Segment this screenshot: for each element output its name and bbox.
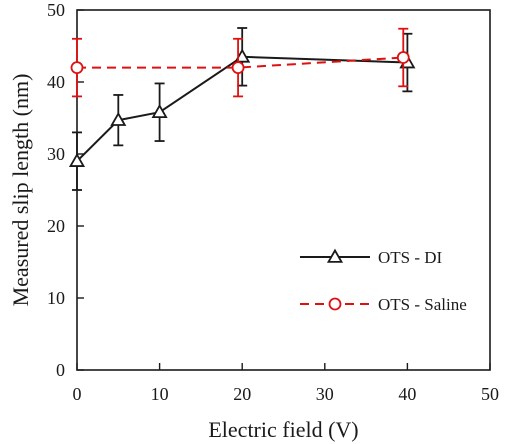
x-tick-label: 20 — [233, 384, 251, 404]
y-tick-label: 50 — [47, 0, 65, 20]
x-tick-label: 50 — [481, 384, 499, 404]
y-tick-label: 10 — [47, 288, 65, 308]
legend-marker-ots-saline — [328, 297, 342, 311]
y-tick-label: 30 — [47, 144, 65, 164]
ots-saline-line — [77, 56, 404, 69]
x-tick-label: 40 — [398, 384, 416, 404]
ots-saline-point — [70, 61, 84, 74]
legend-label-ots-saline: OTS - Saline — [378, 295, 467, 314]
x-tick-label: 30 — [316, 384, 334, 404]
ots-saline-point — [396, 51, 410, 64]
x-axis-title: Electric field (V) — [208, 417, 358, 442]
legend-marker-ots-di — [326, 248, 344, 263]
x-tick-label: 10 — [151, 384, 169, 404]
y-tick-label: 20 — [47, 216, 65, 236]
ots-di-point — [68, 152, 86, 167]
y-tick-label: 0 — [56, 360, 65, 380]
plot-area: 0 10 20 30 40 50 0 10 20 30 40 50 OTS - DI OTS - Sali… — [47, 0, 499, 404]
legend-label-ots-di: OTS - DI — [378, 248, 443, 267]
x-tick-label: 0 — [73, 384, 82, 404]
y-tick-label: 40 — [47, 72, 65, 92]
ots-saline-point — [231, 61, 245, 74]
ots-di-point — [151, 103, 168, 119]
ots-di-point — [110, 111, 127, 126]
plot-frame — [76, 9, 491, 371]
y-axis-title: Measured slip length (nm) — [8, 74, 33, 307]
legend-item-ots-di: OTS - DI — [300, 248, 443, 267]
legend-item-ots-saline: OTS - Saline — [300, 295, 467, 314]
